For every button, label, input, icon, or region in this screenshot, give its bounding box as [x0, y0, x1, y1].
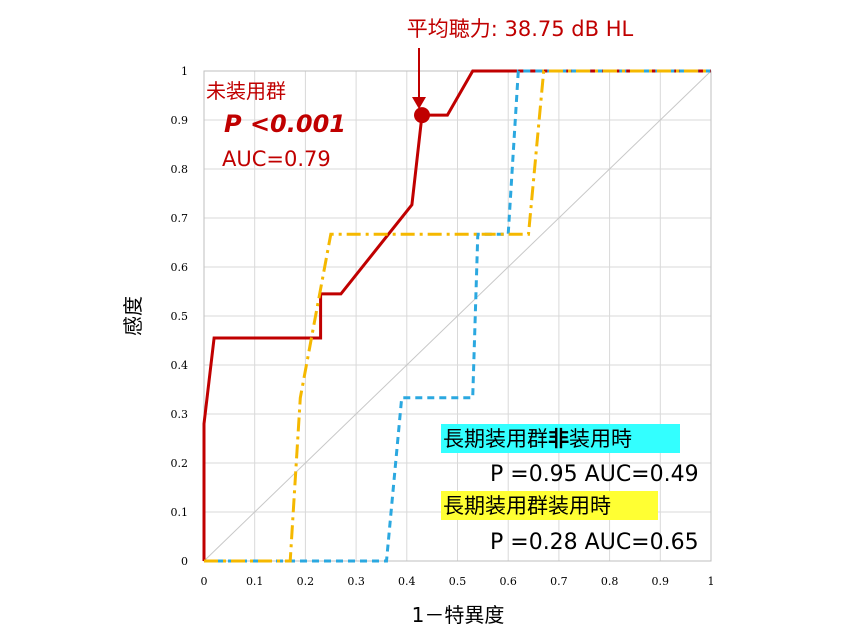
mean-hearing-arrowhead	[412, 97, 426, 109]
series-line-solid	[202, 69, 711, 561]
x-tick-label: 0.5	[449, 575, 467, 588]
x-tick-label: 0.7	[550, 575, 568, 588]
y-tick-label: 0.7	[171, 212, 189, 225]
unused-group-p: P <0.001	[224, 110, 346, 138]
y-tick-label: 1	[181, 65, 188, 78]
x-tick-label: 0.9	[652, 575, 670, 588]
x-tick-label: 0.1	[246, 575, 264, 588]
x-tick-label: 1	[708, 575, 715, 588]
long-non-wearing-highlight	[441, 424, 680, 453]
x-tick-label: 0.3	[347, 575, 365, 588]
x-tick-label: 0	[201, 575, 208, 588]
y-tick-label: 0.5	[171, 310, 189, 323]
operating-point-marker	[414, 107, 431, 124]
series-layer	[202, 69, 711, 563]
x-tick-labels: 0 0.1 0.2 0.3 0.4 0.5 0.6 0.7 0.8 0.9 1	[201, 575, 715, 588]
y-axis-title: 感度	[121, 296, 145, 336]
y-tick-labels: 0 0.1 0.2 0.3 0.4 0.5 0.6 0.7 0.8 0.9 1	[171, 65, 189, 568]
y-tick-label: 0.8	[171, 163, 189, 176]
long-non-wearing-stats: P =0.95 AUC=0.49	[490, 462, 699, 487]
x-axis-title: 1－特異度	[412, 603, 505, 627]
y-tick-label: 0.9	[171, 114, 189, 127]
y-tick-label: 0.1	[171, 506, 189, 519]
x-tick-label: 0.8	[601, 575, 619, 588]
y-tick-label: 0.4	[171, 359, 189, 372]
y-tick-label: 0.2	[171, 457, 189, 470]
x-tick-label: 0.4	[398, 575, 416, 588]
mean-hearing-label: 平均聴力: 38.75 dB HL	[407, 17, 634, 41]
long-non-wearing-name: 長期装用群非装用時	[443, 427, 632, 451]
diagonal-reference-line	[203, 70, 712, 562]
long-wearing-name: 長期装用群装用時	[443, 494, 611, 518]
y-tick-label: 0	[181, 555, 188, 568]
x-tick-label: 0.6	[499, 575, 517, 588]
long-wearing-stats: P =0.28 AUC=0.65	[490, 530, 699, 555]
y-tick-label: 0.3	[171, 408, 189, 421]
long-wearing-highlight	[441, 491, 658, 520]
x-tick-label: 0.2	[297, 575, 315, 588]
y-tick-label: 0.6	[171, 261, 189, 274]
unused-group-auc: AUC=0.79	[222, 147, 331, 171]
plot-frame	[203, 70, 712, 562]
series-line-dashed	[204, 69, 711, 563]
unused-group-name: 未装用群	[206, 79, 286, 103]
series-line-dashdot	[204, 69, 711, 563]
